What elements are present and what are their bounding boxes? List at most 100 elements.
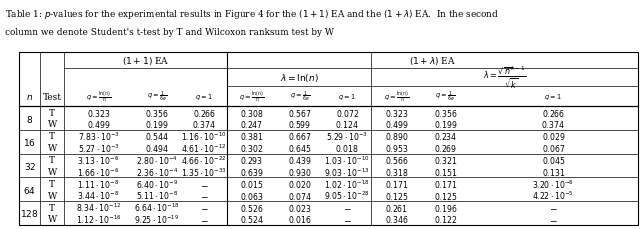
Text: $0.171$: $0.171$ <box>434 178 457 189</box>
Text: $5.29\cdot10^{-3}$: $5.29\cdot10^{-3}$ <box>326 130 368 142</box>
Text: $q=\frac{\ln(n)}{n}$: $q=\frac{\ln(n)}{n}$ <box>86 89 111 104</box>
Text: $4.66\cdot10^{-22}$: $4.66\cdot10^{-22}$ <box>181 154 227 166</box>
Text: $0.374$: $0.374$ <box>541 119 565 130</box>
Text: $(1+1)$ EA: $(1+1)$ EA <box>122 55 170 66</box>
Text: $0.124$: $0.124$ <box>335 119 359 130</box>
Text: $0.356$: $0.356$ <box>434 107 457 118</box>
Text: $0.953$: $0.953$ <box>385 143 408 154</box>
Text: $\lambda = \ln(n)$: $\lambda = \ln(n)$ <box>280 71 319 83</box>
Text: $q=\frac{\ln(n)}{n}$: $q=\frac{\ln(n)}{n}$ <box>384 89 410 104</box>
Text: $0.131$: $0.131$ <box>541 166 565 177</box>
Text: $0.544$: $0.544$ <box>145 131 169 142</box>
Text: $0.356$: $0.356$ <box>145 107 169 118</box>
Text: $0.018$: $0.018$ <box>335 143 359 154</box>
Text: $64$: $64$ <box>23 184 36 195</box>
Bar <box>19 53 638 225</box>
Text: $0.196$: $0.196$ <box>434 202 457 213</box>
Text: $-$: $-$ <box>549 203 557 212</box>
Text: $(1+\lambda)$ EA: $(1+\lambda)$ EA <box>409 55 456 66</box>
Text: $0.016$: $0.016$ <box>288 213 312 224</box>
Text: $0.023$: $0.023$ <box>288 202 312 213</box>
Text: $0.247$: $0.247$ <box>240 119 264 130</box>
Text: $1.11\cdot10^{-8}$: $1.11\cdot10^{-8}$ <box>77 177 120 190</box>
Text: $0.321$: $0.321$ <box>434 154 457 165</box>
Text: $0.645$: $0.645$ <box>288 143 312 154</box>
Text: W: W <box>47 215 57 224</box>
Text: $0.266$: $0.266$ <box>541 107 565 118</box>
Text: $0.125$: $0.125$ <box>385 190 408 201</box>
Text: $0.269$: $0.269$ <box>434 143 457 154</box>
Text: $0.439$: $0.439$ <box>288 154 312 165</box>
Text: W: W <box>47 144 57 153</box>
Text: $5.11\cdot10^{-8}$: $5.11\cdot10^{-8}$ <box>136 189 179 202</box>
Text: $0.234$: $0.234$ <box>434 131 457 142</box>
Text: $5.27\cdot10^{-3}$: $5.27\cdot10^{-3}$ <box>77 142 120 154</box>
Text: $0.067$: $0.067$ <box>541 143 565 154</box>
Text: $0.323$: $0.323$ <box>87 107 110 118</box>
Text: $3.13\cdot10^{-6}$: $3.13\cdot10^{-6}$ <box>77 154 120 166</box>
Text: $0.199$: $0.199$ <box>434 119 457 130</box>
Text: T: T <box>49 203 55 212</box>
Text: $4.61\cdot10^{-12}$: $4.61\cdot10^{-12}$ <box>181 142 227 154</box>
Text: $0.063$: $0.063$ <box>240 190 264 201</box>
Text: Table 1: $p$-values for the experimental results in Figure 4 for the $(1+1)$ EA : Table 1: $p$-values for the experimental… <box>5 8 499 21</box>
Text: $0.567$: $0.567$ <box>288 107 312 118</box>
Text: $q=\frac{1}{6e}$: $q=\frac{1}{6e}$ <box>147 90 167 104</box>
Text: $1.66\cdot10^{-6}$: $1.66\cdot10^{-6}$ <box>77 166 120 178</box>
Text: $7.83\cdot10^{-3}$: $7.83\cdot10^{-3}$ <box>77 130 120 142</box>
Text: $0.566$: $0.566$ <box>385 154 408 165</box>
Text: $0.323$: $0.323$ <box>385 107 408 118</box>
Text: $4.22\cdot10^{-5}$: $4.22\cdot10^{-5}$ <box>532 189 574 202</box>
Text: $0.266$: $0.266$ <box>193 107 216 118</box>
Text: $1.35\cdot10^{-33}$: $1.35\cdot10^{-33}$ <box>181 166 227 178</box>
Text: $-$: $-$ <box>200 203 209 212</box>
Text: $0.293$: $0.293$ <box>241 154 263 165</box>
Text: $3.20\cdot10^{-6}$: $3.20\cdot10^{-6}$ <box>532 177 574 190</box>
Text: W: W <box>47 120 57 129</box>
Text: $32$: $32$ <box>24 160 36 171</box>
Text: $0.125$: $0.125$ <box>434 190 457 201</box>
Text: $0.261$: $0.261$ <box>385 202 408 213</box>
Text: $0.074$: $0.074$ <box>288 190 312 201</box>
Text: $0.072$: $0.072$ <box>335 107 359 118</box>
Text: $0.199$: $0.199$ <box>145 119 169 130</box>
Text: $0.526$: $0.526$ <box>240 202 264 213</box>
Text: $0.302$: $0.302$ <box>240 143 264 154</box>
Text: $q=\frac{1}{6e}$: $q=\frac{1}{6e}$ <box>290 90 310 104</box>
Text: $0.381$: $0.381$ <box>240 131 264 142</box>
Text: W: W <box>47 191 57 200</box>
Text: $-$: $-$ <box>200 215 209 224</box>
Text: $2.36\cdot10^{-4}$: $2.36\cdot10^{-4}$ <box>136 166 179 178</box>
Text: $9.03\cdot10^{-13}$: $9.03\cdot10^{-13}$ <box>324 166 370 178</box>
Text: $0.499$: $0.499$ <box>385 119 408 130</box>
Text: $0.171$: $0.171$ <box>385 178 408 189</box>
Text: $0.639$: $0.639$ <box>240 166 264 177</box>
Text: $0.599$: $0.599$ <box>288 119 312 130</box>
Text: $8$: $8$ <box>26 113 33 124</box>
Text: T: T <box>49 108 55 117</box>
Text: $16$: $16$ <box>23 137 36 148</box>
Text: $-$: $-$ <box>549 215 557 224</box>
Text: $0.374$: $0.374$ <box>192 119 216 130</box>
Text: $0.890$: $0.890$ <box>385 131 408 142</box>
Text: $2.80\cdot10^{-4}$: $2.80\cdot10^{-4}$ <box>136 154 178 166</box>
Text: $0.494$: $0.494$ <box>145 143 169 154</box>
Text: $0.524$: $0.524$ <box>240 213 264 224</box>
Text: $-$: $-$ <box>200 179 209 188</box>
Text: $0.308$: $0.308$ <box>240 107 264 118</box>
Text: $-$: $-$ <box>200 191 209 200</box>
Text: $0.346$: $0.346$ <box>385 213 408 224</box>
Text: $-$: $-$ <box>343 203 351 212</box>
Text: $q=1$: $q=1$ <box>339 92 356 102</box>
Text: $1.03\cdot10^{-10}$: $1.03\cdot10^{-10}$ <box>324 154 370 166</box>
Text: $q=1$: $q=1$ <box>195 92 213 102</box>
Text: $q=1$: $q=1$ <box>545 92 562 102</box>
Text: $0.499$: $0.499$ <box>87 119 110 130</box>
Text: $0.029$: $0.029$ <box>541 131 565 142</box>
Text: $6.40\cdot10^{-9}$: $6.40\cdot10^{-9}$ <box>136 177 179 190</box>
Text: $0.122$: $0.122$ <box>434 213 457 224</box>
Text: $3.44\cdot10^{-8}$: $3.44\cdot10^{-8}$ <box>77 189 120 202</box>
Text: $9.25\cdot10^{-19}$: $9.25\cdot10^{-19}$ <box>134 213 180 225</box>
Text: T: T <box>49 155 55 164</box>
Text: $6.64\cdot10^{-18}$: $6.64\cdot10^{-18}$ <box>134 201 180 213</box>
